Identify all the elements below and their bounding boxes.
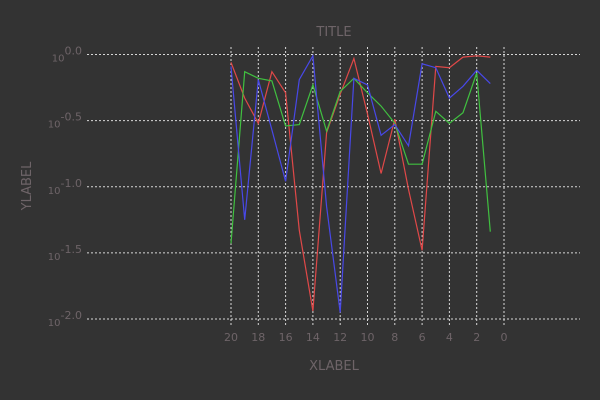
y-tick-exponent: -2.0	[61, 309, 82, 322]
series-line-2	[230, 53, 491, 313]
y-tick-exponent: -1.5	[61, 243, 82, 256]
x-tick-label: 0	[501, 331, 508, 344]
y-tick-base: 10	[48, 120, 61, 131]
y-tick-base: 10	[48, 252, 61, 263]
x-tick-label: 20	[224, 331, 238, 344]
x-axis-label: XLABEL	[309, 359, 359, 374]
series-line-1	[230, 70, 491, 244]
y-axis-label: YLABEL	[20, 161, 35, 212]
y-tick-label: 10-1.5	[48, 243, 82, 263]
y-tick-exponent: -1.0	[61, 177, 82, 190]
y-tick-exponent: -0.5	[61, 111, 82, 124]
y-tick-base: 10	[48, 186, 61, 197]
x-tick-label: 4	[446, 331, 453, 344]
y-tick-exponent: 0.0	[65, 45, 83, 58]
x-tick-label: 6	[419, 331, 426, 344]
x-tick-label: 10	[361, 331, 375, 344]
x-tick-label: 12	[333, 331, 347, 344]
y-tick-label: 10-0.5	[48, 111, 82, 131]
x-tick-label: 8	[391, 331, 398, 344]
x-tick-label: 2	[473, 331, 480, 344]
x-tick-label: 14	[306, 331, 320, 344]
series-line-0	[230, 55, 491, 312]
y-tick-label: 100.0	[52, 45, 82, 65]
y-tick-base: 10	[48, 318, 61, 329]
x-tick-label: 18	[251, 331, 265, 344]
y-tick-label: 10-1.0	[48, 177, 82, 197]
y-tick-label: 10-2.0	[48, 309, 82, 329]
chart-title: TITLE	[315, 25, 351, 40]
y-tick-base: 10	[52, 54, 65, 65]
x-tick-label: 16	[279, 331, 293, 344]
